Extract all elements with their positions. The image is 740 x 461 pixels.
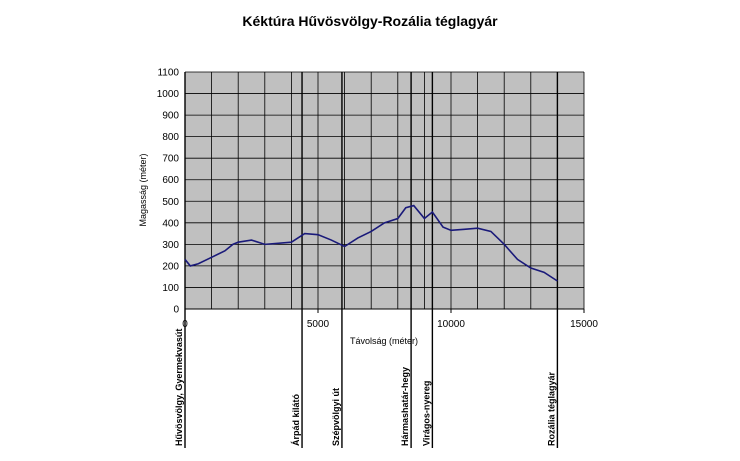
y-tick-label: 1100 — [157, 68, 179, 79]
y-tick-label: 300 — [162, 240, 179, 251]
landmark-label: Hármashatár-hegy — [400, 367, 410, 446]
landmark-label: Virágos-nyereg — [421, 381, 431, 446]
y-tick-label: 800 — [162, 132, 179, 143]
landmark-label: Rozália téglagyár — [546, 371, 556, 446]
elevation-line — [184, 204, 558, 282]
y-tick-label: 0 — [173, 305, 179, 316]
landmark-label: Árpád kilátó — [291, 393, 301, 446]
x-tick-label: 15000 — [570, 319, 598, 330]
y-tick-label: 400 — [162, 218, 179, 229]
y-tick-label: 700 — [162, 154, 179, 165]
landmark-label: Szépvölgyi út — [331, 388, 341, 446]
chart-title: Kéktúra Hűvösvölgy-Rozália téglagyár — [242, 13, 498, 29]
y-tick-label: 900 — [162, 111, 179, 122]
y-tick-label: 1000 — [157, 89, 180, 100]
plot-area — [185, 72, 584, 309]
y-tick-label: 600 — [162, 175, 179, 186]
x-tick-label: 5000 — [307, 319, 330, 330]
landmark-label: Hűvösvölgy, Gyermekvasút — [174, 329, 184, 446]
y-tick-label: 500 — [162, 197, 179, 208]
y-tick-label: 200 — [162, 261, 179, 272]
y-tick-label: 100 — [162, 283, 179, 294]
x-axis-label: Távolság (méter) — [350, 336, 418, 346]
x-tick-label: 10000 — [437, 319, 465, 330]
y-axis-label: Magasság (méter) — [138, 153, 148, 226]
